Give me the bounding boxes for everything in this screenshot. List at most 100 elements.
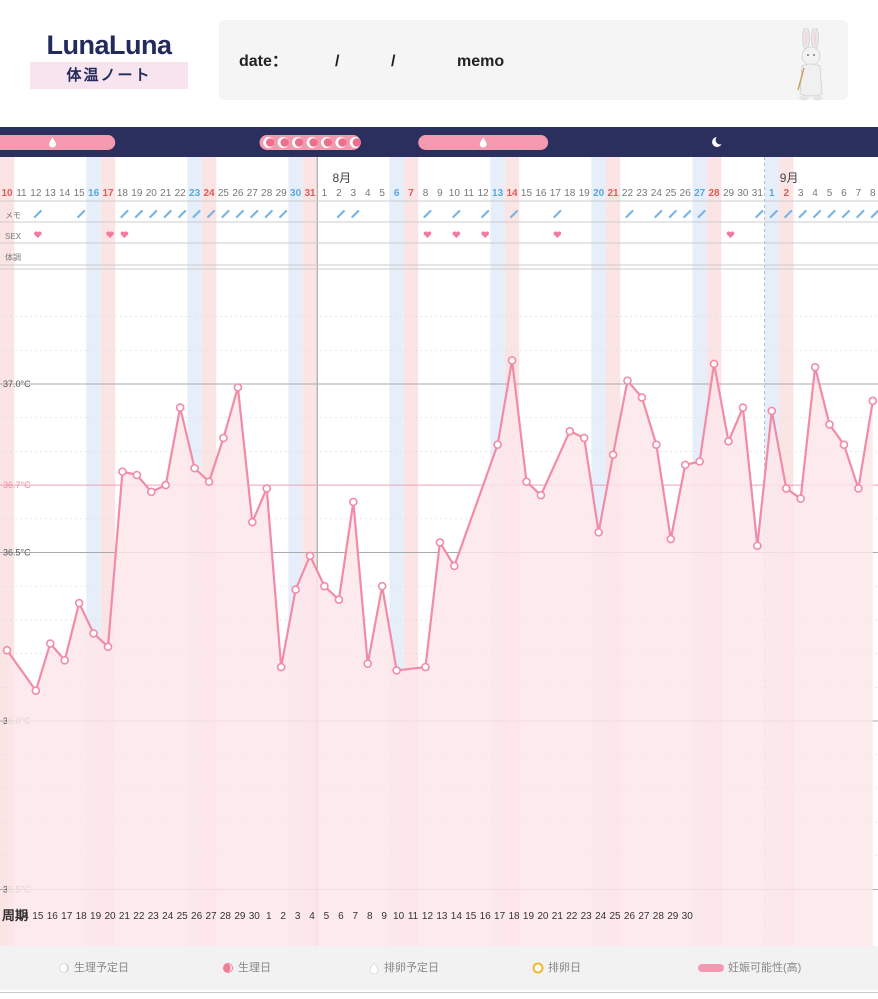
temperature-point[interactable] [392, 666, 401, 675]
temperature-point[interactable] [796, 494, 805, 503]
heart-icon[interactable] [34, 231, 42, 238]
temperature-point[interactable] [276, 662, 286, 672]
temperature-point[interactable] [74, 598, 84, 608]
memo-pencil-icon[interactable] [221, 209, 230, 219]
memo-pencil-icon[interactable] [423, 209, 432, 219]
memo-pencil-icon[interactable] [163, 209, 172, 219]
memo-pencil-icon[interactable] [856, 209, 865, 219]
temperature-point[interactable] [291, 585, 300, 594]
temperature-point[interactable] [363, 659, 373, 669]
memo-pencil-icon[interactable] [33, 209, 42, 219]
temperature-point[interactable] [810, 362, 820, 372]
memo-pencil-icon[interactable] [192, 209, 201, 219]
temperature-point[interactable] [594, 527, 603, 537]
temperature-point[interactable] [233, 383, 243, 392]
temperature-point[interactable] [89, 629, 98, 638]
memo-pencil-icon[interactable] [509, 209, 519, 219]
temperature-point[interactable] [2, 645, 12, 655]
memo-pencil-icon[interactable] [870, 209, 878, 219]
temperature-point[interactable] [825, 420, 834, 429]
memo-pencil-icon[interactable] [250, 209, 259, 219]
temperature-point[interactable] [161, 480, 171, 490]
memo-pencil-icon[interactable] [841, 209, 851, 219]
temperature-point[interactable] [190, 463, 199, 473]
memo-pencil-icon[interactable] [452, 209, 461, 219]
memo-pencil-icon[interactable] [755, 209, 764, 219]
memo-pencil-icon[interactable] [668, 209, 677, 219]
memo-pencil-icon[interactable] [784, 209, 793, 219]
temperature-point[interactable] [147, 487, 156, 497]
temperature-point[interactable] [320, 581, 329, 591]
temperature-point[interactable] [349, 497, 358, 507]
memo-pencil-icon[interactable] [178, 209, 187, 219]
temperature-point[interactable] [248, 517, 257, 527]
temperature-point[interactable] [839, 440, 849, 449]
memo-pencil-icon[interactable] [654, 209, 663, 219]
temperature-point[interactable] [132, 470, 142, 480]
memo-pencil-icon[interactable] [625, 209, 634, 219]
temperature-point[interactable] [579, 433, 589, 443]
heart-icon[interactable] [553, 231, 562, 238]
heart-icon[interactable] [423, 231, 432, 238]
memo-pencil-icon[interactable] [264, 209, 273, 219]
temperature-point[interactable] [175, 403, 185, 412]
date-label: 16 [535, 188, 547, 199]
memo-pencil-icon[interactable] [812, 209, 822, 219]
temperature-point[interactable] [854, 484, 863, 493]
heart-icon[interactable] [481, 231, 489, 238]
temperature-point[interactable] [738, 403, 748, 412]
temperature-point[interactable] [262, 484, 272, 493]
temperature-point[interactable] [219, 433, 228, 443]
temperature-point[interactable] [450, 561, 459, 571]
temperature-point[interactable] [767, 406, 777, 416]
temperature-point[interactable] [781, 484, 791, 493]
memo-pencil-icon[interactable] [235, 209, 244, 219]
memo-pencil-icon[interactable] [134, 209, 143, 219]
temperature-point[interactable] [421, 662, 430, 672]
temperature-point[interactable] [118, 467, 127, 476]
temperature-point[interactable] [709, 359, 719, 369]
temperature-point[interactable] [103, 642, 113, 652]
memo-pencil-icon[interactable] [279, 209, 288, 219]
temperature-point[interactable] [522, 477, 531, 487]
temperature-point[interactable] [724, 436, 733, 446]
temperature-point[interactable] [334, 595, 344, 604]
temperature-point[interactable] [623, 376, 632, 385]
memo-pencil-icon[interactable] [77, 209, 86, 219]
temperature-point[interactable] [204, 477, 214, 487]
temperature-point[interactable] [565, 426, 575, 436]
memo-pencil-icon[interactable] [206, 209, 216, 219]
memo-pencil-icon[interactable] [827, 209, 836, 219]
heart-icon[interactable] [452, 231, 461, 238]
temperature-point[interactable] [753, 541, 762, 551]
memo-pencil-icon[interactable] [769, 209, 778, 219]
temperature-point[interactable] [507, 356, 517, 365]
temperature-point[interactable] [45, 639, 55, 648]
memo-pencil-icon[interactable] [481, 209, 490, 219]
memo-pencil-icon[interactable] [798, 209, 807, 219]
temperature-point[interactable] [536, 490, 546, 500]
heart-icon[interactable] [120, 231, 129, 238]
heart-icon[interactable] [726, 231, 735, 238]
memo-pencil-icon[interactable] [553, 209, 562, 219]
memo-pencil-icon[interactable] [697, 209, 706, 219]
temperature-point[interactable] [60, 656, 70, 665]
memo-pencil-icon[interactable] [120, 209, 129, 219]
temperature-point[interactable] [305, 551, 315, 561]
temperature-point[interactable] [31, 686, 41, 695]
temperature-point[interactable] [666, 534, 676, 544]
temperature-point[interactable] [377, 581, 387, 591]
memo-pencil-icon[interactable] [683, 209, 692, 219]
heart-icon[interactable] [106, 231, 114, 238]
temperature-point[interactable] [695, 457, 704, 466]
temperature-point[interactable] [637, 393, 647, 402]
memo-pencil-icon[interactable] [336, 209, 345, 219]
temperature-point[interactable] [435, 538, 445, 547]
memo-pencil-icon[interactable] [149, 209, 158, 219]
memo-pencil-icon[interactable] [351, 209, 360, 219]
temperature-point[interactable] [680, 460, 690, 470]
temperature-point[interactable] [652, 440, 661, 449]
temperature-point[interactable] [868, 396, 878, 406]
temperature-point[interactable] [608, 450, 618, 460]
temperature-point[interactable] [493, 440, 502, 449]
